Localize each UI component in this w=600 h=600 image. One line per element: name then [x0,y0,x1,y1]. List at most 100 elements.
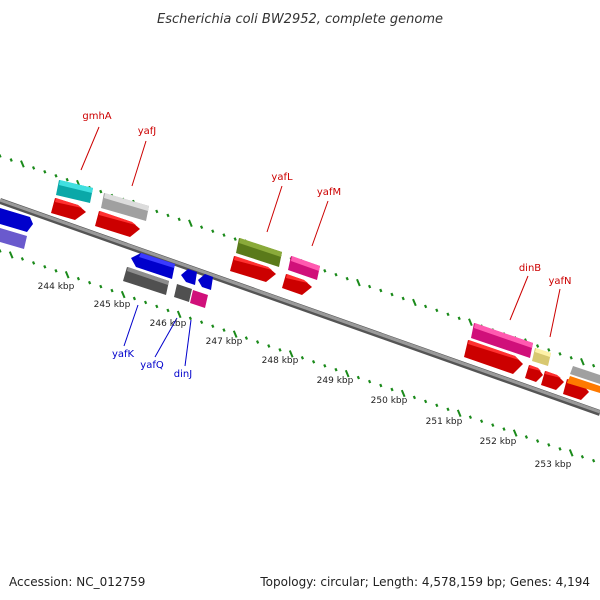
kbp-label: 246 kbp [150,319,187,329]
gene-dinJ-feature[interactable] [190,290,208,308]
minor-tick [558,352,562,356]
major-tick [120,290,126,299]
minor-tick [334,272,338,277]
gene-yafN-feature[interactable] [532,348,551,366]
gene-yafM-feature[interactable] [288,256,320,280]
major-tick [568,449,574,457]
gene-label-yafK: yafK [112,304,139,360]
minor-tick [468,415,473,420]
minor-tick [300,355,305,360]
minor-tick [54,173,58,178]
minor-tick [457,316,461,321]
gene-label-yafQ: yafQ [140,317,178,371]
minor-tick [177,217,181,222]
gene-yafM-cds[interactable] [282,274,312,295]
minor-tick [87,280,92,285]
minor-tick [446,407,450,412]
kbp-label: 249 kbp [317,376,354,386]
svg-text:yafQ: yafQ [140,360,164,371]
minor-tick [20,257,25,261]
gene-yafJ-cds[interactable] [95,211,140,237]
gene-dinB-cds[interactable] [464,340,523,374]
minor-tick [558,447,562,451]
gene-yafL-feature[interactable] [236,238,282,267]
svg-text:dinB: dinB [519,263,541,274]
minor-tick [379,288,383,293]
gene-dinJ-cds[interactable] [198,274,213,290]
major-tick [580,358,585,366]
gene-gmhA-feature[interactable] [56,180,93,203]
minor-tick [356,375,361,380]
minor-tick [547,443,551,447]
gene-yafL-cds[interactable] [230,256,276,282]
major-tick [176,310,182,319]
gene-label-gmhA: gmhA [80,111,112,171]
kbp-label: 245 kbp [94,300,131,310]
minor-tick [43,169,47,174]
svg-text:yafL: yafL [271,172,293,183]
minor-tick [323,363,327,368]
kbp-label: 244 kbp [38,282,75,292]
kbp-label: 251 kbp [426,417,463,427]
minor-tick [99,284,103,289]
minor-tick [435,403,439,408]
major-tick [456,409,462,417]
minor-tick [479,419,484,424]
minor-tick [99,189,103,194]
minor-tick [132,296,137,301]
minor-tick [547,348,551,352]
minor-tick [233,237,237,241]
inner-tick-track [0,249,596,463]
gene-yafQ-feature[interactable] [174,284,192,302]
kbp-label: 252 kbp [480,437,517,447]
accession-text: Accession: NC_012759 [9,575,145,589]
kbp-label: 250 kbp [371,396,408,406]
kbp-label: 247 kbp [206,337,243,347]
major-tick [400,389,406,398]
minor-tick [323,268,327,273]
gene-yafJ-feature[interactable] [101,193,149,221]
gene-gmhA-cds[interactable] [51,198,86,220]
gene-label-dinJ: dinJ [174,319,192,380]
minor-tick [591,363,596,368]
minor-tick [334,367,338,372]
major-tick [412,298,417,307]
gene-yafQ-cds[interactable] [181,269,197,285]
major-tick [512,429,518,437]
minor-tick [211,229,215,234]
minor-tick [412,395,417,400]
minor-tick [65,177,69,182]
gene-left-edge-feature[interactable] [0,208,33,249]
minor-tick [255,340,260,344]
gene-yafK-cds[interactable] [131,253,175,279]
gene-dinB-feature[interactable] [471,323,533,358]
minor-tick [199,225,204,230]
minor-tick [9,158,13,162]
major-tick [8,251,14,259]
major-tick [468,318,473,326]
minor-tick [188,316,193,321]
minor-tick [43,264,47,269]
gene-label-yafJ: yafJ [131,126,156,187]
minor-tick [199,320,204,325]
minor-tick [423,304,428,309]
kbp-label: 248 kbp [262,356,299,366]
minor-tick [278,348,282,352]
genome-summary-text: Topology: circular; Length: 4,578,159 bp… [259,575,590,589]
minor-tick [535,439,540,443]
minor-tick [31,166,36,170]
minor-tick [76,276,81,281]
major-tick [20,160,25,168]
minor-tick [166,308,170,313]
minor-tick [0,249,2,253]
minor-tick [211,324,215,329]
minor-tick [535,344,540,348]
minor-tick [222,328,226,332]
gene-yafK-feature[interactable] [123,267,169,295]
major-tick [188,219,193,227]
gene-edge-feature[interactable] [567,366,600,393]
minor-tick [367,284,372,289]
minor-tick [110,288,114,293]
major-tick [64,271,70,279]
